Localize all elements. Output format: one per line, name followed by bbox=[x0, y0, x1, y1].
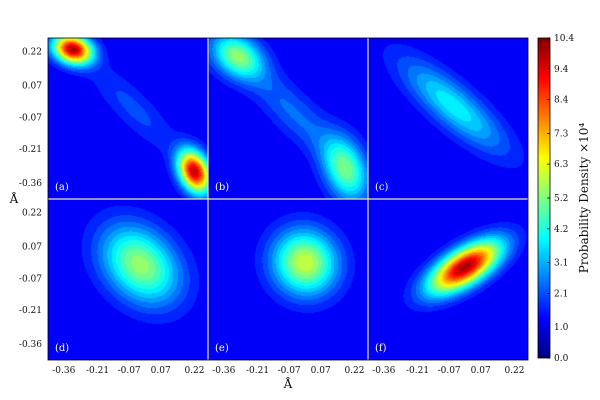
y-tick-label: -0.07 bbox=[19, 274, 42, 284]
y-tick-label: -0.07 bbox=[19, 113, 42, 123]
panel-label: (b) bbox=[215, 182, 229, 193]
y-tick-label: 0.22 bbox=[22, 209, 42, 219]
x-tick-label: -0.21 bbox=[86, 366, 109, 376]
x-tick-label: -0.36 bbox=[52, 366, 75, 376]
colorbar-tick-label: 7.3 bbox=[554, 129, 569, 139]
x-tick-label: 0.22 bbox=[344, 366, 364, 376]
heatmap-panel bbox=[48, 38, 208, 199]
colorbar-label: Probability Density ×10⁴ bbox=[577, 123, 591, 274]
x-axis-label: Å bbox=[283, 376, 293, 391]
colorbar-tick-label: 3.1 bbox=[554, 259, 568, 269]
colorbar-tick-label: 5.2 bbox=[554, 194, 568, 204]
panel-label: (d) bbox=[55, 343, 69, 354]
heatmap-panel bbox=[368, 38, 528, 199]
panel-label: (a) bbox=[55, 182, 69, 193]
x-tick-label: -0.36 bbox=[212, 366, 235, 376]
x-tick-label: 0.07 bbox=[471, 366, 491, 376]
y-tick-label: -0.21 bbox=[19, 306, 42, 316]
panel-grid bbox=[48, 38, 528, 360]
y-axis-label: Å bbox=[9, 191, 19, 206]
colorbar-tick-label: 10.4 bbox=[554, 34, 574, 44]
colorbar-tick-label: 9.4 bbox=[554, 65, 569, 75]
colorbar-tick-label: 4.2 bbox=[554, 225, 568, 235]
y-tick-label: 0.22 bbox=[22, 48, 42, 58]
x-tick-label: -0.21 bbox=[406, 366, 429, 376]
x-tick-label: 0.22 bbox=[184, 366, 204, 376]
colorbar-tick-label: 0.0 bbox=[554, 354, 569, 364]
x-tick-labels: -0.36 -0.21 -0.07 0.07 0.22 -0.36 -0.21 -0.07 0.… bbox=[52, 366, 524, 376]
colorbar-tick-label: 8.4 bbox=[554, 96, 569, 106]
heatmap-panel bbox=[208, 199, 368, 360]
y-tick-label: -0.21 bbox=[19, 145, 42, 155]
colorbar-tick-label: 6.3 bbox=[554, 160, 569, 170]
x-tick-label: -0.36 bbox=[372, 366, 395, 376]
colorbar-gradient bbox=[538, 38, 550, 358]
plot-frame bbox=[47, 37, 529, 361]
x-tick-label: 0.22 bbox=[504, 366, 524, 376]
colorbar-tick-label: 1.0 bbox=[554, 323, 569, 333]
y-tick-label: -0.36 bbox=[19, 340, 42, 350]
heatmap-panel bbox=[48, 199, 208, 360]
heatmap-panel bbox=[208, 38, 368, 199]
x-tick-label: -0.07 bbox=[118, 366, 141, 376]
y-tick-labels: 0.22 0.07 -0.07 -0.21 -0.36 0.22 0.07 -0.07 -0.2… bbox=[19, 48, 42, 351]
x-tick-label: -0.07 bbox=[438, 366, 461, 376]
panel-labels: (a) (b) (c) (d) (e) (f) bbox=[55, 182, 389, 354]
colorbar-tick-label: 2.1 bbox=[554, 289, 568, 299]
x-tick-label: -0.21 bbox=[246, 366, 269, 376]
panel-label: (f) bbox=[375, 343, 387, 354]
y-tick-label: 0.07 bbox=[22, 82, 42, 92]
y-tick-label: 0.07 bbox=[22, 243, 42, 253]
panel-label: (e) bbox=[215, 343, 229, 354]
panel-label: (c) bbox=[375, 182, 389, 193]
heatmap-panel bbox=[368, 199, 528, 360]
colorbar: 0.0 1.0 2.1 3.1 4.2 5.2 6.3 7.3 8.4 9.4 10.4 bbox=[537, 34, 574, 364]
x-tick-label: 0.07 bbox=[311, 366, 331, 376]
x-tick-label: -0.07 bbox=[278, 366, 301, 376]
x-tick-label: 0.07 bbox=[151, 366, 171, 376]
y-tick-label: -0.36 bbox=[19, 179, 42, 189]
